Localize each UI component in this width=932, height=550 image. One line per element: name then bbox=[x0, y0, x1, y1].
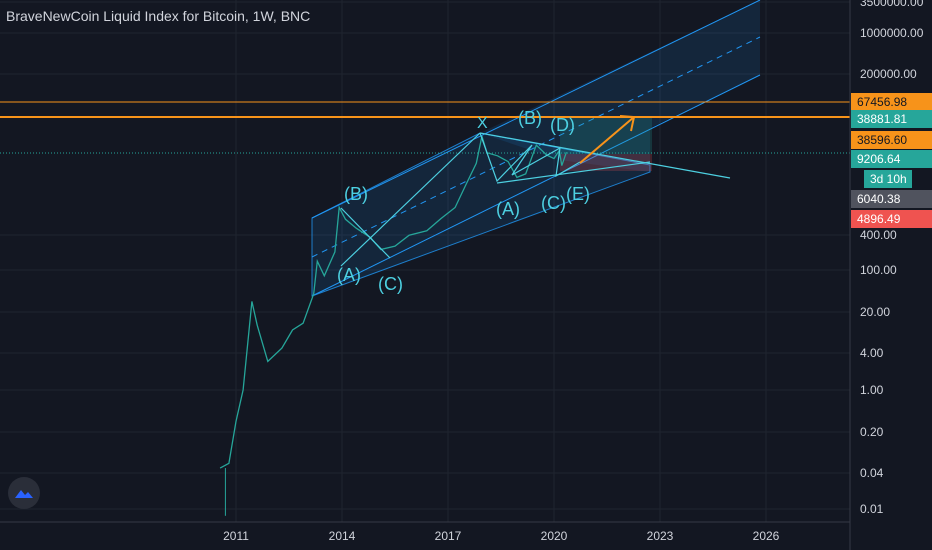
stop-zone bbox=[560, 154, 652, 171]
vertical-gridlines bbox=[235, 0, 767, 522]
wave-label: (B) bbox=[344, 184, 368, 204]
price-label-tag bbox=[851, 131, 932, 149]
wave-annotations: X(B)(D)(B)(A) (C)(E)(A) (C) bbox=[337, 108, 590, 294]
y-tick-label: 100.00 bbox=[860, 263, 897, 277]
wave-lines bbox=[479, 132, 581, 183]
x-tick-label: 2020 bbox=[541, 529, 568, 543]
horizontal-gridlines bbox=[0, 1, 850, 510]
price-label-text: 4896.49 bbox=[857, 212, 901, 226]
y-tick-label: 4.00 bbox=[860, 346, 884, 360]
price-label-text: 67456.98 bbox=[857, 95, 907, 109]
wave-line-b-c bbox=[340, 207, 391, 259]
price-label-tag bbox=[851, 93, 932, 111]
x-tick-label: 2017 bbox=[435, 529, 462, 543]
wave-label: (B) bbox=[518, 108, 542, 128]
price-label-tag bbox=[864, 170, 912, 188]
y-tick-label: 20.00 bbox=[860, 305, 890, 319]
price-label-tag bbox=[851, 190, 932, 208]
price-labels: 67456.98 38881.81 38596.60 9206.64 3d 10h 604… bbox=[851, 93, 932, 228]
channel-top-line bbox=[311, 0, 761, 219]
price-label-text: 38881.81 bbox=[857, 112, 907, 126]
y-tick-label: 200000.00 bbox=[860, 67, 917, 81]
price-label-tag bbox=[851, 110, 932, 128]
upper-channel bbox=[480, 0, 760, 172]
price-label-text: 6040.38 bbox=[857, 192, 901, 206]
x-tick-label: 2011 bbox=[223, 529, 249, 543]
triangle-top-line bbox=[479, 132, 731, 179]
wave-label: (C) bbox=[541, 193, 566, 213]
chart-title: BraveNewCoin Liquid Index for Bitcoin, 1… bbox=[6, 8, 311, 24]
price-axis: 3500000.00 1000000.00 200000.00 400.00 100.0… bbox=[849, 0, 924, 550]
time-axis: 2011 2014 2017 2020 2023 2026 bbox=[0, 521, 850, 543]
price-label-tag bbox=[851, 210, 932, 228]
wave-label: (C) bbox=[378, 274, 403, 294]
wave-label: (D) bbox=[550, 115, 575, 135]
y-tick-label: 1000000.00 bbox=[860, 26, 924, 40]
price-label-tag bbox=[851, 150, 932, 168]
x-tick-label: 2023 bbox=[647, 529, 674, 543]
target-zone bbox=[560, 117, 652, 154]
y-tick-label: 0.04 bbox=[860, 466, 884, 480]
triangle-bottom-line bbox=[496, 161, 651, 184]
price-label-text: 38596.60 bbox=[857, 133, 907, 147]
wave-line-x-a bbox=[340, 132, 481, 267]
wave-label: (A) bbox=[337, 265, 361, 285]
projection-arrow bbox=[579, 116, 635, 164]
tradingview-logo-icon[interactable] bbox=[8, 477, 40, 509]
y-tick-label: 400.00 bbox=[860, 228, 897, 242]
price-series bbox=[219, 136, 568, 469]
y-tick-label: 1.00 bbox=[860, 383, 884, 397]
x-tick-label: 2026 bbox=[753, 529, 780, 543]
y-tick-label: 3500000.00 bbox=[860, 0, 924, 9]
channel-bottom-line bbox=[311, 74, 761, 297]
price-label-text: 9206.64 bbox=[857, 152, 901, 166]
wave-label: (E) bbox=[566, 184, 590, 204]
x-tick-label: 2014 bbox=[329, 529, 356, 543]
y-tick-label: 0.01 bbox=[860, 502, 884, 516]
price-label-text: 3d 10h bbox=[870, 172, 907, 186]
y-tick-label: 0.20 bbox=[860, 425, 884, 439]
wave-label: X bbox=[477, 115, 488, 132]
projection-arrow-head bbox=[619, 115, 636, 132]
wave-label: (A) bbox=[496, 199, 520, 219]
